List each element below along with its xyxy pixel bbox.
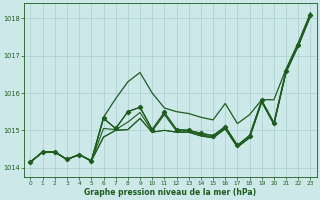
X-axis label: Graphe pression niveau de la mer (hPa): Graphe pression niveau de la mer (hPa) <box>84 188 257 197</box>
